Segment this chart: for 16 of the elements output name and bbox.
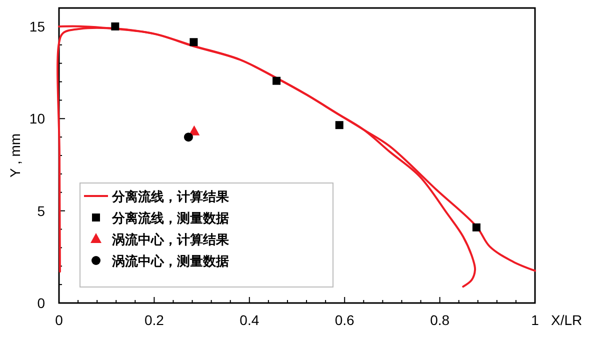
y-tick-label: 10 [29,110,46,127]
y-tick-label: 15 [29,18,46,34]
legend-label: 分离流线，计算结果 [111,189,230,204]
x-tick-label: 0.2 [144,312,164,328]
y-tick-label: 5 [37,202,46,219]
legend-label: 涡流中心，测量数据 [111,254,229,268]
x-tick-label: 0.4 [240,312,260,328]
x-axis-title: X/LR [551,312,582,328]
x-tick-label: 1 [531,312,540,328]
legend-label: 分离流线，测量数据 [111,210,229,226]
x-tick-label: 0.8 [430,312,450,328]
x-tick-label: 0 [55,312,64,328]
legend-label: 涡流中心，计算结果 [111,232,230,247]
y-tick-label: 0 [37,295,46,311]
x-tick-label: 0.6 [334,312,355,328]
y-axis-title: Y , mm [7,133,23,178]
